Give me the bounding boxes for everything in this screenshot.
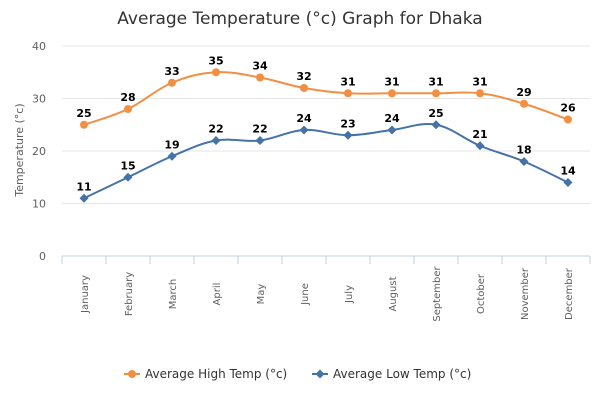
x-tick-label: February [124, 272, 135, 316]
data-point[interactable] [299, 125, 309, 135]
y-tick-label: 10 [32, 198, 46, 211]
legend-label: Average High Temp (°c) [145, 367, 287, 381]
data-label: 31 [428, 75, 443, 88]
data-label: 21 [472, 128, 487, 141]
gridlines [62, 45, 590, 204]
data-point[interactable] [80, 120, 88, 129]
series-group [79, 68, 573, 203]
legend-item-1[interactable]: Average Low Temp (°c) [312, 367, 471, 381]
data-point[interactable] [344, 89, 352, 98]
data-label: 26 [560, 102, 576, 115]
legend: Average High Temp (°c) Average Low Temp (… [124, 367, 471, 381]
series-line-1 [83, 123, 569, 200]
data-point[interactable] [211, 136, 221, 145]
legend-marker [128, 370, 136, 378]
data-point[interactable] [124, 105, 132, 113]
x-tick-label: May [256, 284, 267, 305]
data-point[interactable] [212, 68, 220, 77]
data-label: 25 [428, 107, 443, 120]
x-tick-label: September [432, 265, 443, 321]
data-point[interactable] [476, 89, 484, 98]
data-label: 29 [516, 86, 531, 99]
data-point[interactable] [79, 193, 89, 203]
data-label: 34 [252, 60, 268, 73]
data-label: 19 [164, 138, 179, 151]
data-point[interactable] [564, 115, 572, 124]
data-label: 35 [208, 54, 223, 67]
x-axis [61, 255, 591, 264]
data-label: 32 [296, 70, 311, 83]
legend-item-0[interactable]: Average High Temp (°c) [124, 367, 287, 381]
data-label: 33 [164, 65, 179, 78]
data-point[interactable] [123, 172, 133, 182]
data-point[interactable] [300, 84, 308, 92]
data-label: 25 [76, 107, 91, 120]
data-label: 22 [252, 123, 267, 136]
data-label: 31 [472, 75, 487, 88]
data-point[interactable] [431, 120, 441, 130]
y-axis-ticks: 0 10 20 30 40 [32, 40, 46, 263]
data-point[interactable] [256, 73, 264, 82]
data-point[interactable] [388, 89, 396, 98]
data-point[interactable] [168, 78, 176, 87]
data-point[interactable] [343, 130, 353, 140]
y-axis-label: Temperature (°c) [13, 103, 26, 197]
data-point[interactable] [432, 89, 440, 98]
data-label: 24 [384, 112, 400, 125]
data-point[interactable] [255, 136, 265, 145]
data-point[interactable] [167, 151, 177, 161]
x-tick-label: December [564, 267, 575, 320]
data-labels: 25 28 33 35 34 32 31 31 31 31 29 26 11 15 19 22 22 24 23 24… [76, 54, 576, 193]
data-point[interactable] [563, 178, 573, 187]
y-tick-label: 30 [32, 93, 46, 106]
x-tick-label: January [80, 275, 91, 314]
y-tick-label: 40 [32, 40, 46, 53]
x-tick-label: August [388, 276, 399, 311]
data-label: 31 [340, 75, 355, 88]
data-label: 18 [516, 144, 531, 157]
data-point[interactable] [519, 157, 529, 166]
data-label: 11 [76, 180, 91, 193]
legend-label: Average Low Temp (°c) [333, 367, 471, 381]
data-label: 22 [208, 123, 223, 136]
legend-marker [315, 369, 325, 379]
x-tick-label: June [300, 283, 311, 306]
data-label: 15 [120, 159, 135, 172]
data-label: 28 [120, 91, 135, 104]
data-point[interactable] [387, 125, 397, 135]
data-label: 31 [384, 75, 399, 88]
x-tick-label: March [168, 279, 179, 309]
data-label: 24 [296, 112, 312, 125]
x-axis-ticks: January February March April May June July Augu… [80, 265, 575, 321]
data-point[interactable] [520, 99, 528, 108]
y-tick-label: 0 [39, 250, 46, 263]
x-tick-label: November [520, 267, 531, 320]
x-tick-label: October [476, 273, 487, 314]
data-point[interactable] [475, 141, 485, 151]
data-label: 23 [340, 117, 355, 130]
x-tick-label: April [212, 283, 223, 306]
y-tick-label: 20 [32, 145, 46, 158]
data-label: 14 [560, 165, 576, 178]
x-tick-label: July [344, 285, 355, 304]
chart-title: Average Temperature (°c) Graph for Dhaka [117, 9, 482, 29]
